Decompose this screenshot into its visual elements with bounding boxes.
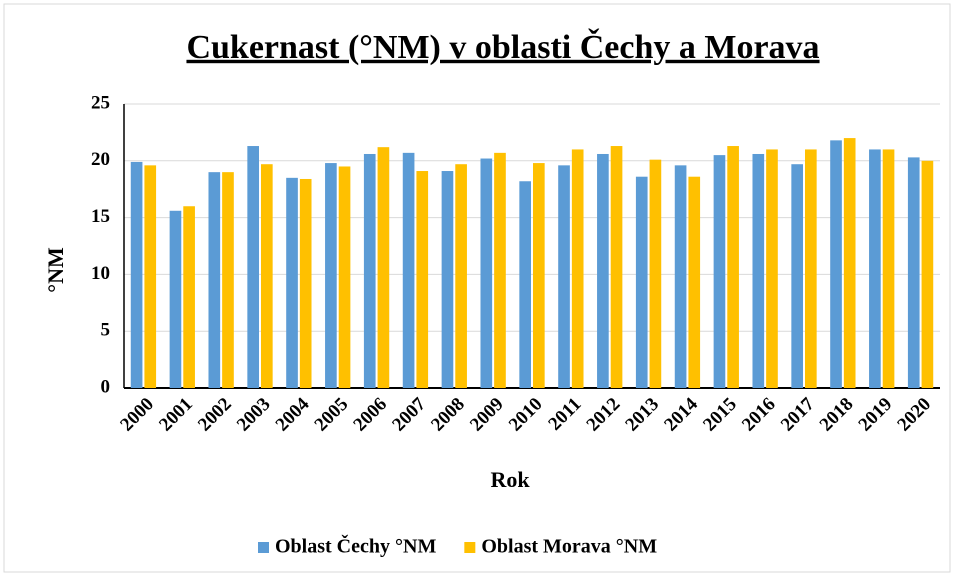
bar: [402, 152, 415, 388]
bar: [805, 149, 817, 388]
bar: [455, 164, 467, 388]
bar: [610, 146, 623, 388]
bar: [727, 146, 739, 388]
bar: [261, 164, 273, 388]
x-axis-label: Rok: [490, 467, 530, 492]
y-axis-label: °NM: [43, 247, 68, 293]
bar: [144, 165, 157, 388]
bar: [713, 155, 726, 388]
bar: [169, 210, 182, 388]
bar: [882, 149, 895, 388]
bar: [441, 171, 454, 388]
bar: [674, 165, 687, 388]
bar: [183, 206, 195, 388]
bar: [688, 176, 701, 388]
y-tick-label: 5: [101, 320, 111, 341]
bar: [907, 157, 920, 388]
legend-swatch: [464, 542, 476, 553]
legend-label: Oblast Morava °NM: [481, 536, 657, 558]
chart-title: Cukernast (°NM) v oblasti Čechy a Morava: [186, 28, 819, 66]
bar: [130, 161, 143, 388]
bar: [791, 164, 803, 388]
bar: [286, 177, 298, 388]
y-tick-label: 25: [91, 92, 110, 113]
bar: [247, 146, 259, 388]
bar: [533, 163, 545, 388]
bar: [519, 181, 531, 388]
bar: [921, 160, 934, 388]
bar: [766, 149, 778, 388]
bar: [416, 171, 429, 388]
bar: [222, 172, 234, 388]
legend-swatch: [258, 542, 269, 553]
bar: [494, 152, 506, 388]
bar: [338, 166, 351, 388]
bar: [377, 147, 390, 388]
y-tick-label: 15: [91, 206, 110, 227]
y-tick-label: 10: [91, 263, 110, 284]
bar: [325, 163, 337, 388]
bar: [752, 153, 765, 388]
bar: [480, 158, 493, 388]
bar: [558, 165, 570, 388]
bar: [843, 138, 856, 388]
bar: [635, 176, 648, 388]
bar: [869, 149, 881, 388]
bar: [649, 159, 662, 388]
bar: [597, 153, 609, 388]
bar: [299, 178, 312, 388]
bar: [830, 140, 842, 388]
y-tick-label: 20: [91, 149, 110, 170]
bar: [363, 153, 376, 388]
bar: [208, 172, 221, 388]
legend-label: Oblast Čechy °NM: [275, 534, 436, 558]
y-tick-label: 0: [101, 376, 111, 397]
bar: [571, 149, 584, 388]
